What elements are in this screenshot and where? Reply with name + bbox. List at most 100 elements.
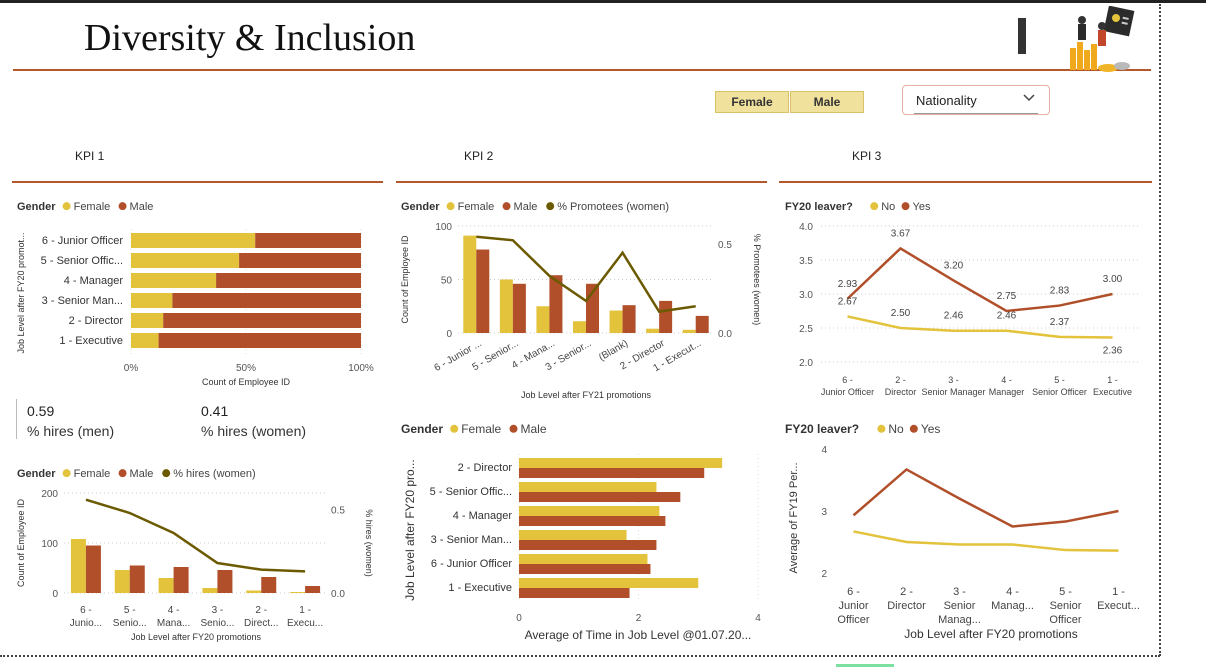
legend-label: Yes — [921, 422, 941, 436]
legend-label: % Promotees (women) — [557, 201, 669, 213]
bar-male — [172, 293, 361, 308]
chevron-down-icon — [1023, 94, 1035, 102]
presentation-illustration-icon — [1070, 6, 1135, 72]
x-tick-label-line1: 4 - — [1006, 586, 1019, 598]
bar-female — [519, 482, 657, 492]
female-slicer-button[interactable]: Female — [715, 91, 789, 113]
nationality-dropdown-label: Nationality — [916, 93, 977, 108]
line-series-no — [853, 530, 1119, 552]
data-label-yes: 3.00 — [1103, 274, 1123, 285]
men-hires-caption: % hires (men) — [27, 423, 115, 439]
x-axis-title: Job Level after FY21 promotions — [521, 390, 652, 400]
y-tick-label: 4.0 — [799, 222, 813, 233]
x-tick-label: 0 — [516, 613, 522, 624]
y-tick-label: 3.0 — [799, 290, 813, 301]
kpi2-promotions-combo-chart[interactable]: Gender Female Male % Promotees (women) 0 50 10… — [396, 195, 768, 405]
bar-female — [70, 539, 86, 593]
x-tick-label-line2: Mana... — [157, 618, 190, 629]
x-tick-label-line2: Execu... — [287, 618, 323, 629]
kpi-3-divider — [779, 181, 1152, 183]
x-tick-label-line2: Senior — [1050, 600, 1082, 612]
kpi3-leaver-line-chart[interactable]: FY20 leaver? No Yes 2.0 2.5 3.0 3.5 4.0 6 - Junio… — [779, 195, 1151, 405]
y-tick-label: 2 — [821, 569, 827, 580]
legend-marker — [909, 424, 918, 433]
male-slicer-button[interactable]: Male — [790, 91, 864, 113]
x-tick-label-line2: Senior Manager — [921, 387, 985, 397]
kpi-3-label: KPI 3 — [852, 149, 882, 163]
x-tick-label-line1: 2 - — [895, 375, 906, 385]
legend-label: Female — [458, 201, 495, 213]
line-series-no — [847, 315, 1113, 339]
y-axis-title: Job Level after FY20 pro... — [403, 459, 417, 600]
x-axis-title: Job Level after FY20 promotions — [131, 632, 262, 642]
kpi3-fy19-performance-line-chart[interactable]: FY20 leaver? No Yes 2 3 4 6 - Junior Officer 2 - D… — [779, 418, 1151, 648]
kpi1-gender-percent-bar-chart[interactable]: Gender Female Male 6 - Junior Officer 5 - Se… — [12, 195, 384, 390]
x-tick-label-line2: Senio... — [200, 618, 234, 629]
bar-male — [158, 333, 361, 348]
x-tick-label: 0% — [124, 363, 139, 374]
y2-tick-label: 0.0 — [331, 589, 345, 600]
category-label: 1 - Executive — [448, 582, 512, 594]
bar-female — [463, 235, 477, 333]
bar-male — [519, 492, 681, 502]
x-tick-label-line1: 6 - — [842, 375, 853, 385]
bar-female — [499, 279, 513, 333]
x-tick-label-line3: Officer — [1049, 614, 1082, 626]
y-tick-label: 2.5 — [799, 324, 813, 335]
legend-title: FY20 leaver? — [785, 422, 859, 436]
legend-marker — [118, 469, 127, 478]
page-title: Diversity & Inclusion — [84, 17, 416, 59]
bar-female — [114, 570, 130, 593]
bar-male — [163, 313, 361, 328]
category-label: 2 - Director — [458, 462, 513, 474]
category-label: 3 - Senior Man... — [42, 295, 123, 307]
legend-title: Gender — [401, 422, 443, 436]
bar-male — [129, 565, 145, 593]
x-tick-label-line1: 6 - — [847, 586, 860, 598]
kpi-2-label: KPI 2 — [464, 149, 494, 163]
scroll-indicator — [836, 664, 894, 667]
nationality-dropdown[interactable]: Nationality — [902, 85, 1050, 115]
y-tick-label: 3 — [821, 507, 827, 518]
bar-female — [536, 306, 550, 333]
data-label-yes: 3.67 — [891, 228, 911, 239]
legend-marker — [870, 202, 879, 211]
x-tick-label-line2: Director — [885, 387, 917, 397]
canvas-border-bottom — [0, 655, 1160, 657]
line-series-yes — [846, 246, 1113, 313]
data-label-yes: 3.20 — [944, 260, 964, 271]
bar-male — [519, 588, 630, 598]
bar-male — [519, 540, 657, 550]
x-tick-label-line3: Officer — [837, 614, 870, 626]
women-hires-value: 0.41 — [201, 403, 229, 419]
bar-female — [682, 329, 696, 333]
x-tick-label-line2: Manager — [989, 387, 1025, 397]
category-label: 4 - Manager — [64, 275, 124, 287]
bar-male — [261, 577, 277, 593]
bar-male — [512, 283, 526, 333]
bar-female — [573, 321, 586, 333]
kpi1-hires-combo-chart[interactable]: Gender Female Male % hires (women) 0 100 200 0.… — [12, 462, 384, 647]
legend-label: Yes — [913, 201, 931, 213]
legend-label: % hires (women) — [173, 468, 256, 480]
x-axis-title: Count of Employee ID — [202, 377, 291, 387]
data-label-no: 2.36 — [1103, 346, 1123, 357]
y2-axis-title: % hires (women) — [364, 509, 374, 577]
x-tick-label-line1: 5 - — [124, 605, 136, 616]
bar-female — [131, 233, 256, 248]
y-tick-label: 100 — [435, 222, 452, 233]
x-tick-label: 4 — [755, 613, 761, 624]
bar-female — [202, 588, 218, 593]
data-label-no: 2.46 — [997, 311, 1017, 322]
bar-female — [519, 530, 627, 540]
legend-marker — [62, 469, 71, 478]
line-series-women — [476, 235, 696, 313]
legend-marker — [162, 469, 171, 478]
bar-male — [519, 468, 705, 478]
x-tick-label-line1: 4 - — [1001, 375, 1012, 385]
x-tick-label-line3: Manag... — [938, 614, 981, 626]
data-label-yes: 2.75 — [997, 291, 1017, 302]
y-tick-label: 4 — [821, 445, 827, 456]
kpi2-time-in-level-bar-chart[interactable]: Gender Female Male 0 2 4 2 - Director 5 - Senio… — [396, 418, 768, 648]
y2-tick-label: 0.5 — [718, 240, 732, 251]
